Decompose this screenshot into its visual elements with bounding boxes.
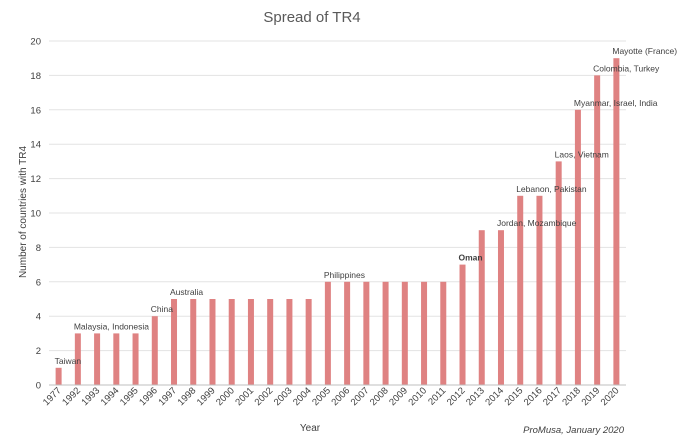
bar-2007	[363, 281, 370, 385]
bar-2020	[613, 58, 620, 385]
y-tick-label: 8	[36, 243, 41, 254]
x-tick-label: 2004	[291, 385, 314, 408]
bar-2010	[421, 281, 428, 385]
x-tick-label: 2013	[464, 385, 487, 408]
y-tick-label: 12	[30, 174, 41, 185]
x-tick-label: 2009	[387, 385, 410, 408]
bar-1994	[113, 333, 120, 385]
bar-2011	[440, 281, 447, 385]
x-tick-label: 1996	[137, 385, 160, 408]
bar-2002	[267, 299, 274, 385]
annotation: Myanmar, Israel, India	[574, 98, 658, 108]
x-tick-label: 2017	[541, 385, 564, 408]
bar-2006	[344, 281, 351, 385]
bar-1993	[94, 333, 101, 385]
bar-2017	[555, 161, 562, 385]
annotation: Colombia, Turkey	[593, 63, 660, 73]
annotation: Malaysia, Indonesia	[74, 321, 149, 331]
y-tick-labels: 0 2 4 6 8 10 12 14 16 18 20	[30, 37, 41, 392]
chart-title: Spread of TR4	[263, 9, 360, 26]
bar-2004	[305, 299, 312, 385]
annotation: Laos, Vietnam	[555, 149, 609, 159]
x-tick-label: 1994	[99, 385, 122, 408]
x-tick-label: 2015	[503, 385, 526, 408]
bar-2008	[382, 281, 389, 385]
x-tick-label: 2018	[560, 385, 583, 408]
x-tick-label: 2006	[330, 385, 353, 408]
x-tick-label: 2020	[599, 385, 622, 408]
x-tick-label: 2005	[310, 385, 333, 408]
x-tick-label: 2011	[426, 385, 448, 407]
annotation: Mayotte (France)	[612, 46, 677, 56]
x-tick-label: 1998	[176, 385, 199, 408]
x-tick-label: 2012	[445, 385, 468, 408]
x-tick-label: 2008	[368, 385, 391, 408]
y-tick-label: 20	[30, 37, 41, 48]
x-tick-label: 1997	[156, 385, 179, 408]
y-tick-label: 0	[36, 381, 41, 392]
bar-2009	[401, 281, 408, 385]
annotation: Australia	[170, 287, 203, 297]
x-tick-label: 2000	[214, 385, 237, 408]
x-tick-label: 2019	[580, 385, 603, 408]
y-tick-label: 2	[36, 346, 41, 357]
x-tick-label: 2001	[233, 385, 256, 408]
bar-2014	[497, 230, 504, 385]
bar-2005	[324, 281, 331, 385]
x-tick-label: 1992	[60, 385, 83, 408]
bar-1995	[132, 333, 139, 385]
y-tick-label: 18	[30, 71, 41, 82]
x-tick-label: 1993	[79, 385, 102, 408]
x-tick-label: 2002	[253, 385, 276, 408]
annotation: Oman	[459, 253, 483, 263]
bar-2013	[478, 230, 485, 385]
annotation: Philippines	[324, 270, 365, 280]
annotation: China	[151, 304, 173, 314]
bar-2016	[536, 195, 543, 385]
bar-2015	[517, 195, 524, 385]
x-tick-label: 2016	[522, 385, 545, 408]
y-tick-label: 16	[30, 105, 41, 116]
x-tick-label: 2014	[483, 385, 506, 408]
bar-1996	[151, 316, 158, 385]
y-axis-title: Number of countries with TR4	[18, 146, 29, 279]
annotation: Taiwan	[55, 356, 82, 366]
bar-2012	[459, 264, 466, 385]
annotation: Lebanon, Pakistan	[516, 184, 587, 194]
x-tick-label: 2007	[349, 385, 372, 408]
bar-2019	[594, 75, 601, 386]
annotation: Jordan, Mozambique	[497, 218, 577, 228]
x-axis-title: Year	[300, 423, 321, 434]
bar-2000	[228, 299, 235, 385]
y-tick-label: 10	[30, 209, 41, 220]
bars	[55, 58, 620, 386]
bar-1977	[55, 367, 62, 385]
x-tick-label: 1995	[118, 385, 141, 408]
bar-2018	[574, 109, 581, 386]
x-tick-label: 1999	[195, 385, 218, 408]
credit-note: ProMusa, January 2020	[523, 425, 625, 436]
bar-1997	[171, 299, 178, 385]
bar-1992	[74, 333, 81, 385]
y-tick-label: 6	[36, 277, 41, 288]
bar-2001	[247, 299, 254, 385]
y-tick-label: 4	[36, 312, 41, 323]
bar-1999	[209, 299, 216, 385]
x-tick-label: 2010	[406, 385, 429, 408]
y-tick-label: 14	[30, 140, 41, 151]
x-tick-labels: 1977199219931994199519961997199819992000…	[41, 385, 621, 408]
gridlines	[49, 40, 626, 352]
x-tick-label: 1977	[41, 385, 64, 408]
x-tick-label: 2003	[272, 385, 295, 408]
bar-2003	[286, 299, 293, 385]
bar-1998	[190, 299, 197, 385]
